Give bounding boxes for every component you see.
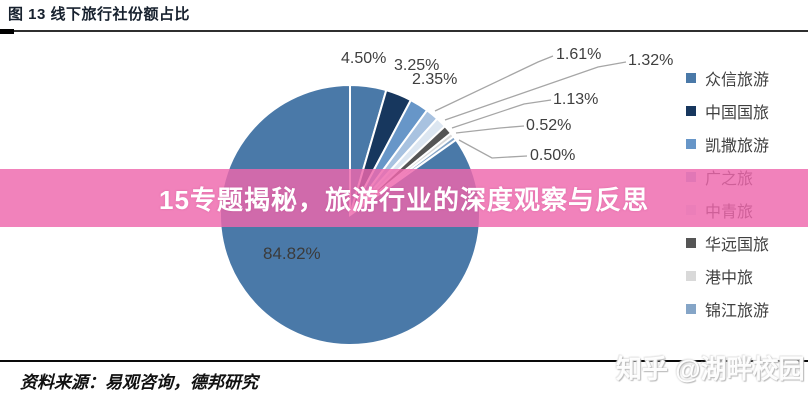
- pie-percent-label: 3.25%: [394, 57, 440, 74]
- legend-label: 华远国旅: [705, 236, 770, 254]
- title-divider: [0, 30, 808, 32]
- pie-percent-label: 1.61%: [556, 46, 602, 63]
- legend-item: 中国国旅: [686, 94, 769, 127]
- legend-swatch-icon: [686, 72, 696, 83]
- legend-swatch-icon: [686, 138, 696, 149]
- bottom-divider: [0, 360, 808, 362]
- legend-item: 众信旅游: [686, 61, 769, 94]
- legend-item: 华远国旅: [686, 226, 769, 259]
- promo-banner-overlay: 15专题揭秘，旅游行业的深度观察与反思: [0, 169, 808, 227]
- legend-label: 中国国旅: [705, 104, 770, 122]
- source-note: 资料来源：易观咨询，德邦研究: [20, 373, 258, 392]
- pie-percent-label: 1.13%: [553, 91, 599, 108]
- legend-swatch-icon: [686, 303, 696, 314]
- legend-label: 众信旅游: [705, 71, 770, 89]
- legend-item: 锦江旅游: [686, 292, 769, 325]
- legend-item: 凯撒旅游: [686, 127, 769, 160]
- leader-lines: [434, 55, 627, 159]
- legend-label: 凯撒旅游: [705, 137, 770, 155]
- title-divider-cap: [0, 29, 14, 34]
- zhihu-watermark: 知乎 @湖畔校园: [616, 354, 805, 384]
- legend-label: 锦江旅游: [705, 302, 770, 320]
- legend-swatch-icon: [686, 105, 696, 116]
- promo-banner-text: 15专题揭秘，旅游行业的深度观察与反思: [159, 184, 649, 215]
- legend-swatch-icon: [686, 237, 696, 248]
- legend-swatch-icon: [686, 270, 696, 281]
- leader-line: [455, 125, 525, 134]
- pie-percent-label: 0.50%: [530, 147, 576, 164]
- legend-item: 港中旅: [686, 259, 769, 292]
- leader-line: [451, 99, 552, 129]
- pie-percent-label: 1.32%: [628, 52, 674, 69]
- chart-legend: 众信旅游中国国旅凯撒旅游广之旅中青旅华远国旅港中旅锦江旅游: [686, 61, 769, 325]
- pie-percent-label: 4.50%: [341, 50, 387, 67]
- pie-percent-label-main: 84.82%: [263, 244, 321, 263]
- leader-line: [444, 61, 627, 121]
- pie-percent-label: 0.52%: [526, 117, 572, 134]
- leader-line: [458, 139, 528, 159]
- pie-percent-label: 2.35%: [412, 71, 458, 88]
- figure-title: 图 13 线下旅行社份额占比: [8, 6, 191, 23]
- leader-line: [434, 55, 554, 112]
- legend-label: 港中旅: [705, 269, 754, 287]
